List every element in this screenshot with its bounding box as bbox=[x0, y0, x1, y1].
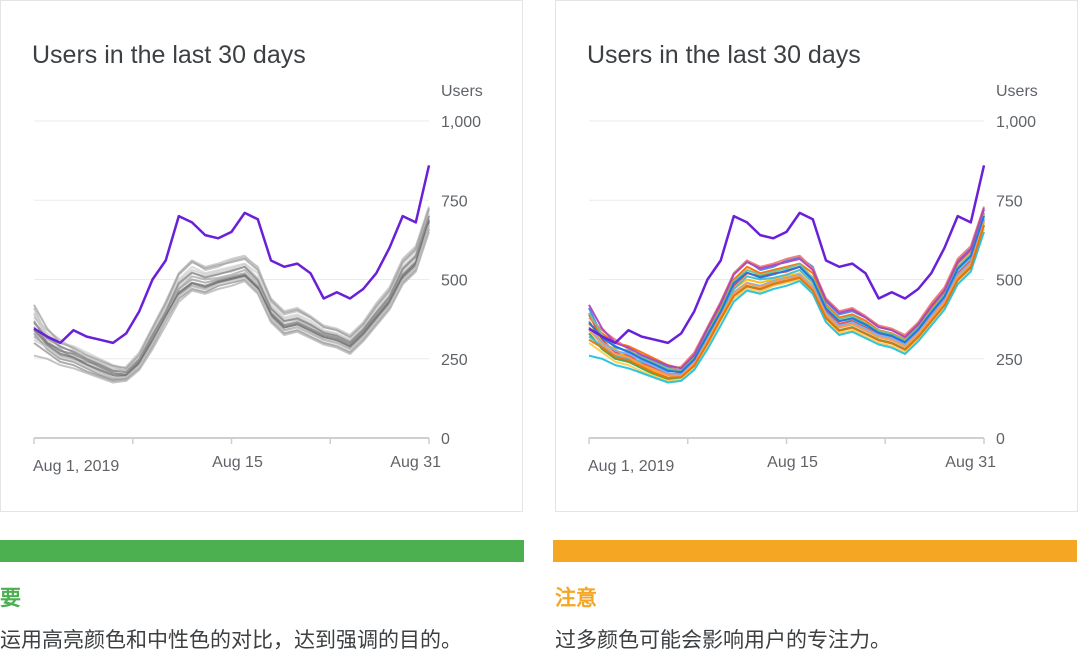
x-tick-label: Aug 31 bbox=[390, 454, 441, 471]
series-line bbox=[588, 214, 985, 372]
series-line bbox=[33, 228, 430, 382]
series-line bbox=[33, 214, 430, 372]
y-tick-label: 500 bbox=[996, 273, 1023, 290]
x-tick-label: Aug 1, 2019 bbox=[588, 458, 674, 475]
chart-title: Users in the last 30 days bbox=[32, 41, 306, 69]
y-tick-label: 500 bbox=[441, 273, 468, 290]
series-line bbox=[588, 231, 985, 384]
y-axis-label: Users bbox=[441, 83, 483, 100]
y-tick-label: 1,000 bbox=[441, 114, 481, 131]
x-tick-label: Aug 1, 2019 bbox=[33, 458, 119, 475]
series-line bbox=[33, 209, 430, 373]
y-axis-label: Users bbox=[996, 83, 1038, 100]
y-tick-label: 250 bbox=[996, 352, 1023, 369]
series-line bbox=[588, 220, 985, 377]
series-line bbox=[33, 207, 430, 370]
x-tick-label: Aug 31 bbox=[945, 454, 996, 471]
do-label: 要 bbox=[0, 586, 21, 610]
chart-title: Users in the last 30 days bbox=[587, 41, 861, 69]
series-line bbox=[588, 207, 985, 370]
x-tick-label: Aug 15 bbox=[767, 454, 818, 471]
line-chart-color: 0 250 500 750 1,000 Users Aug 1, 2019 Aug 15 Aug… bbox=[588, 83, 1038, 475]
y-tick-label: 0 bbox=[996, 431, 1005, 448]
series-line bbox=[33, 224, 430, 379]
do-indicator-bar bbox=[0, 540, 524, 562]
series-line bbox=[33, 218, 430, 376]
y-tick-label: 750 bbox=[996, 193, 1023, 210]
highlight-series-line bbox=[588, 165, 986, 345]
y-tick-label: 750 bbox=[441, 193, 468, 210]
y-tick-label: 0 bbox=[441, 431, 450, 448]
chart-card-caution: Users in the last 30 days 0 250 500 750 1,00… bbox=[555, 0, 1078, 512]
highlight-series-line bbox=[33, 165, 431, 345]
series-line bbox=[588, 215, 985, 374]
series-line bbox=[33, 220, 430, 377]
series-line bbox=[33, 231, 430, 384]
series-line bbox=[588, 228, 985, 382]
y-tick-label: 250 bbox=[441, 352, 468, 369]
caution-description: 过多颜色可能会影响用户的专注力。 bbox=[555, 628, 891, 652]
series-line bbox=[588, 224, 985, 379]
series-line bbox=[33, 212, 430, 370]
x-tick-label: Aug 15 bbox=[212, 454, 263, 471]
series-line bbox=[33, 215, 430, 374]
caution-indicator-bar bbox=[553, 540, 1077, 562]
series-line bbox=[588, 215, 985, 373]
caution-label: 注意 bbox=[555, 586, 597, 610]
series-line bbox=[588, 209, 985, 373]
series-line bbox=[33, 215, 430, 373]
series-line bbox=[588, 212, 985, 370]
series-line bbox=[33, 219, 430, 376]
y-tick-label: 1,000 bbox=[996, 114, 1036, 131]
series-line bbox=[588, 219, 985, 376]
line-chart-grey: 0 250 500 750 1,000 Users Aug 1, 2019 Aug 15 Aug… bbox=[33, 83, 483, 475]
series-line bbox=[588, 218, 985, 376]
do-description: 运用高亮颜色和中性色的对比，达到强调的目的。 bbox=[0, 628, 462, 652]
chart-card-do: Users in the last 30 days 0 250 500 750 1,00… bbox=[0, 0, 523, 512]
